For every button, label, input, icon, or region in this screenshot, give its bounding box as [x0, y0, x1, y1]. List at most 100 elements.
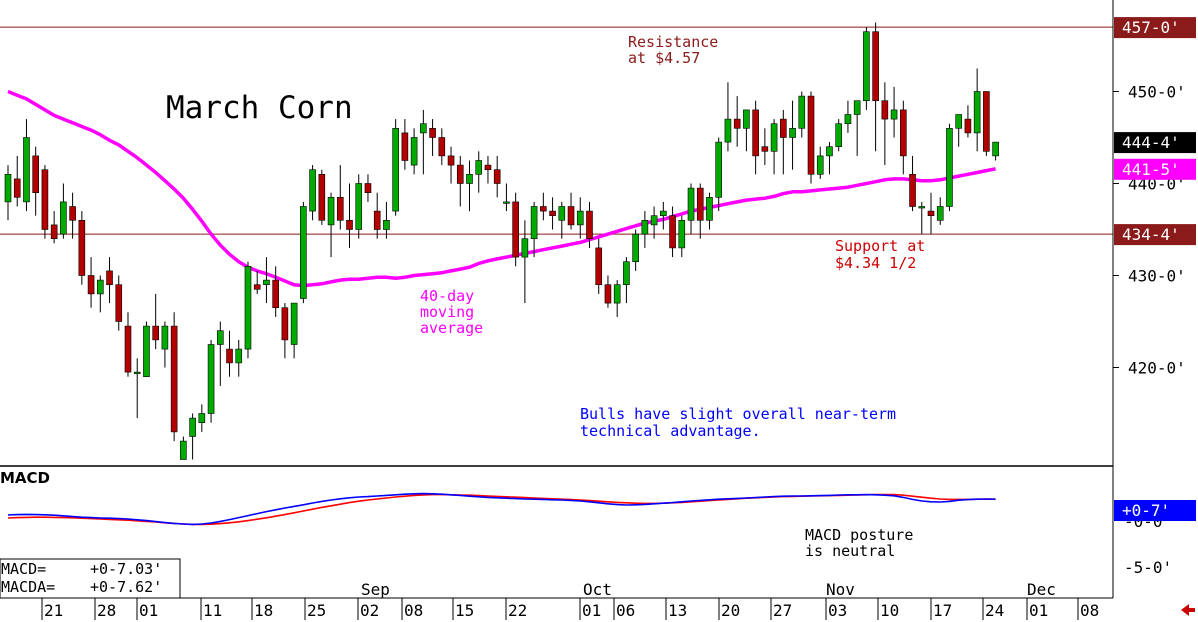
price-tag-label: 444-4': [1122, 133, 1180, 152]
price-tag: 434-4': [1114, 224, 1196, 246]
candle: [678, 215, 686, 258]
macd-readout-frame: [0, 558, 181, 599]
candle: [816, 146, 824, 179]
candle-body: [392, 128, 399, 212]
candle-body: [23, 137, 30, 203]
moving-average-line: [7, 89, 996, 288]
candle-body: [752, 109, 759, 157]
macda-readout-value: +0-7.62': [90, 578, 162, 596]
moving-average-layer: [7, 89, 996, 288]
price-tick-label: 420-0': [1128, 359, 1186, 378]
candle: [798, 91, 806, 138]
macd-readout-box: MACD= +0-7.03' MACDA= +0-7.62': [0, 558, 181, 599]
macd-panel: MACD -0-0-5-0' +0-7' MACD posture is neu…: [0, 469, 1196, 599]
candle-body: [900, 109, 907, 157]
candle-body: [696, 187, 704, 221]
candle-body: [97, 279, 104, 295]
moving-average-annotation-line-3: average: [420, 319, 483, 337]
candle-body: [983, 91, 990, 152]
candle-body: [226, 348, 233, 364]
candle: [318, 169, 326, 225]
day-tick-label: 02: [360, 601, 379, 620]
candle-body: [235, 348, 243, 364]
candle-body: [475, 160, 483, 175]
candle: [106, 257, 113, 304]
candle: [216, 321, 224, 386]
day-tick-label: 24: [985, 601, 1004, 620]
candle: [586, 201, 593, 248]
candle: [863, 27, 870, 110]
price-tag-box: [1114, 158, 1196, 180]
price-tag: 444-4': [1114, 132, 1196, 154]
candle-body: [327, 197, 335, 226]
candle-body: [567, 206, 575, 226]
candle: [650, 206, 658, 239]
candle-body: [530, 206, 538, 240]
price-tag-label: 441-5': [1122, 160, 1180, 179]
candle: [780, 109, 787, 175]
macd-axis: -0-0-5-0': [1124, 512, 1172, 577]
candle-body: [60, 201, 67, 235]
candle-body: [826, 146, 833, 157]
candle-body: [207, 344, 215, 414]
candle: [955, 114, 962, 147]
candle: [623, 257, 630, 304]
candle: [807, 91, 815, 184]
candle-body: [456, 164, 464, 184]
day-tick-label: 11: [203, 601, 222, 620]
moving-average-annotation-line-1: 40-day: [420, 287, 474, 305]
candle-body: [198, 413, 206, 423]
candle-body: [493, 169, 501, 184]
candle-body: [244, 265, 252, 350]
candle: [946, 123, 953, 212]
candle: [493, 155, 501, 198]
outlook-annotation-line-1: Bulls have slight overall near-term: [580, 405, 896, 423]
scroll-left-arrow-icon[interactable]: [1181, 604, 1195, 616]
candle: [595, 238, 603, 294]
candle-body: [300, 206, 307, 299]
candle: [770, 119, 778, 175]
candle-body: [133, 371, 141, 374]
day-tick-label: 27: [773, 601, 792, 620]
day-tick-label: 01: [139, 601, 158, 620]
candle-body: [660, 210, 667, 217]
candle-body: [170, 325, 178, 433]
candle-body: [32, 155, 39, 193]
candle-body: [447, 155, 455, 166]
day-tick-label: 01: [1029, 601, 1048, 620]
candle: [484, 155, 492, 184]
candle-body: [632, 233, 639, 263]
time-axis: 21 28 01 11 18 25 02 08 15 22 01 06 13 20 27 03 10 17 24 01…: [41, 580, 1099, 620]
candle-body: [936, 206, 944, 221]
day-tick-label: 28: [97, 601, 116, 620]
macd-series-macda: [7, 493, 996, 526]
candle-body: [549, 210, 556, 217]
candle-body: [853, 100, 861, 115]
candle: [576, 197, 584, 239]
candle: [613, 280, 621, 317]
macd-annotation-line-2: is neutral: [805, 542, 895, 560]
day-tick-label: 17: [933, 601, 952, 620]
candle: [78, 211, 86, 285]
candle-body: [743, 109, 750, 129]
candle: [290, 302, 298, 359]
candle-body: [816, 155, 824, 175]
candle-body: [650, 215, 658, 226]
candle: [429, 119, 436, 156]
candle-body: [364, 183, 372, 193]
candle: [50, 211, 58, 244]
candle: [281, 303, 289, 359]
candle: [632, 229, 639, 271]
candle: [152, 293, 159, 350]
candle: [23, 119, 30, 212]
candle: [890, 86, 898, 138]
price-tag-label: 434-4': [1122, 225, 1180, 244]
candle-body: [115, 284, 123, 322]
candle: [687, 183, 695, 235]
candle: [300, 201, 307, 304]
candle: [789, 100, 796, 170]
candle: [835, 119, 843, 152]
macd-readout-value: +0-7.03': [90, 560, 162, 578]
candle-body: [992, 141, 999, 157]
